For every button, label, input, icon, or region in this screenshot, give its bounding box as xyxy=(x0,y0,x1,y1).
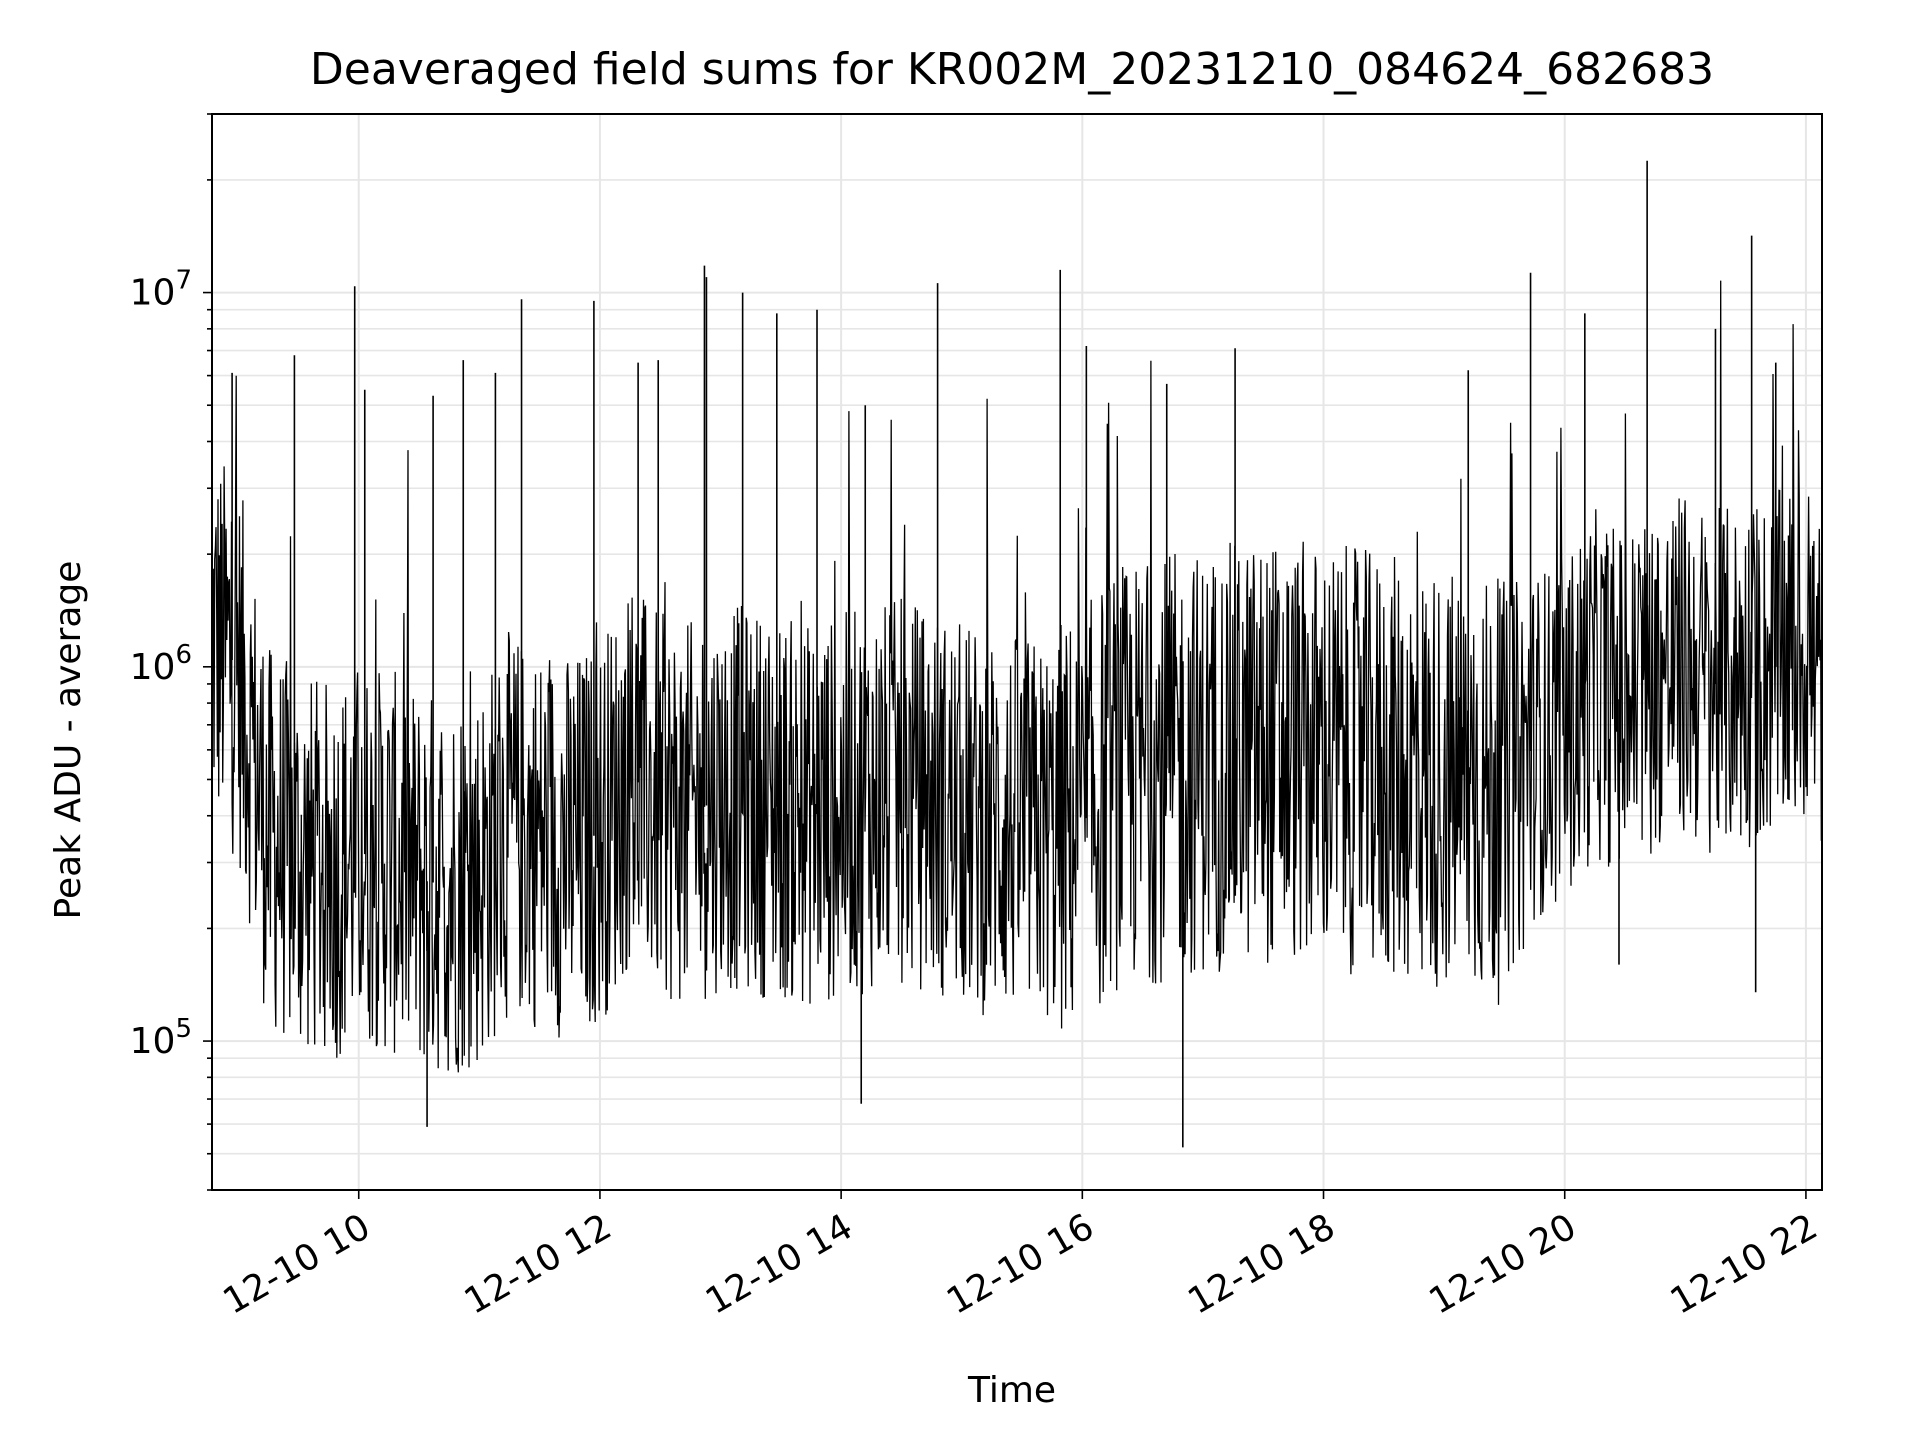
series-line xyxy=(211,280,1823,1073)
series-line-group xyxy=(211,160,1823,1148)
chart-title: Deaveraged field sums for KR002M_2023121… xyxy=(310,44,1714,95)
x-axis-label: Time xyxy=(967,1370,1056,1411)
y-tick-label: 106 xyxy=(130,640,192,688)
y-tick-label: 107 xyxy=(130,266,192,314)
plot-frame xyxy=(211,113,1823,1191)
y-axis-label: Peak ADU - average xyxy=(48,561,89,920)
y-tick-label: 105 xyxy=(130,1014,192,1062)
